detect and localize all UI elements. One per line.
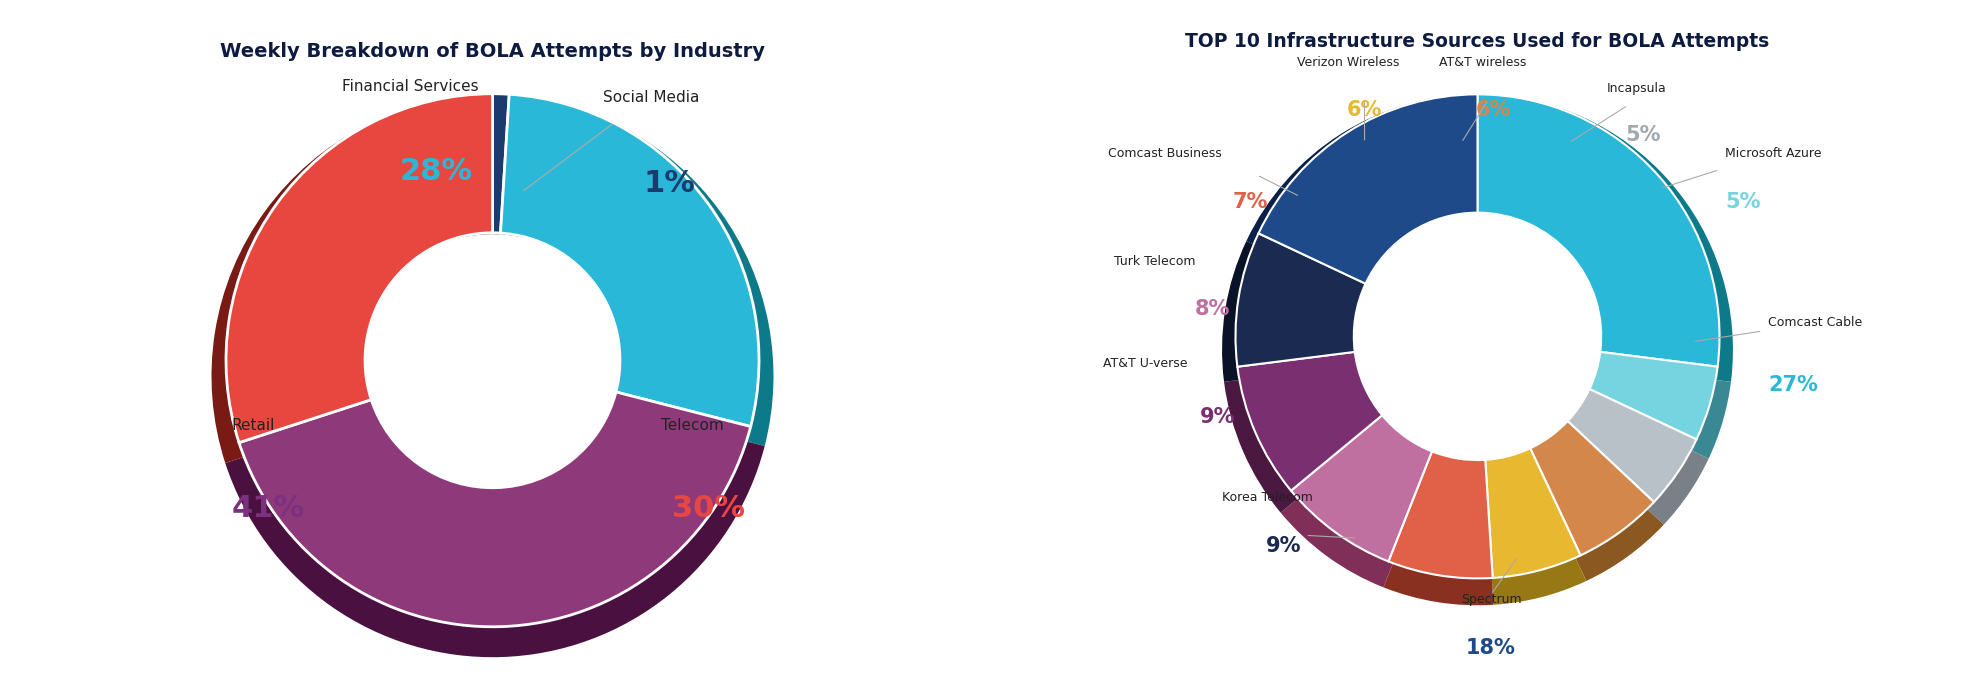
Text: 18%: 18% [1466,638,1515,658]
Wedge shape [227,94,493,443]
Wedge shape [492,95,510,235]
Text: TOP 10 Infrastructure Sources Used for BOLA Attempts: TOP 10 Infrastructure Sources Used for B… [1186,33,1769,52]
Wedge shape [502,96,774,446]
Wedge shape [1223,367,1371,513]
Wedge shape [1568,389,1696,502]
Text: Comcast Business: Comcast Business [1109,147,1221,160]
Text: 7%: 7% [1233,192,1269,212]
Wedge shape [1531,421,1655,555]
Text: 41%: 41% [232,494,305,523]
Text: Social Media: Social Media [603,90,699,105]
Text: Spectrum: Spectrum [1460,593,1521,606]
Text: 8%: 8% [1194,300,1229,319]
Text: 9%: 9% [1267,536,1302,556]
Wedge shape [1237,352,1383,491]
Text: Turk Telecom: Turk Telecom [1113,254,1196,268]
Wedge shape [238,392,751,626]
Wedge shape [492,94,508,233]
Wedge shape [1485,448,1580,578]
Wedge shape [225,412,764,657]
Text: 27%: 27% [1767,375,1818,395]
Wedge shape [500,94,758,426]
Wedge shape [1485,474,1586,605]
Text: 6%: 6% [1347,100,1383,121]
Text: Microsoft Azure: Microsoft Azure [1726,147,1822,160]
Wedge shape [1383,477,1493,605]
Text: Verizon Wireless: Verizon Wireless [1296,56,1399,68]
Wedge shape [1259,94,1478,283]
Text: 5%: 5% [1726,192,1761,212]
Text: Korea Telecom: Korea Telecom [1221,492,1314,504]
Wedge shape [1537,443,1665,581]
Text: 9%: 9% [1200,407,1235,427]
Text: Comcast Cable: Comcast Cable [1767,317,1862,330]
Text: Retail: Retail [232,418,276,433]
Wedge shape [1578,408,1708,525]
Text: 28%: 28% [400,157,473,186]
Wedge shape [1247,94,1478,292]
Wedge shape [1235,233,1365,367]
Wedge shape [1280,437,1426,587]
Wedge shape [1221,241,1353,382]
Wedge shape [211,95,492,463]
Wedge shape [1478,94,1734,382]
Wedge shape [1602,367,1732,458]
Text: AT&T wireless: AT&T wireless [1440,56,1527,68]
Wedge shape [1389,452,1493,578]
Text: 30%: 30% [672,494,745,523]
Text: 1%: 1% [642,169,695,198]
Wedge shape [1478,94,1720,367]
Text: 6%: 6% [1476,100,1511,121]
Wedge shape [1290,415,1432,561]
Text: AT&T U-verse: AT&T U-verse [1103,357,1188,370]
Text: Financial Services: Financial Services [343,79,479,94]
Text: Telecom: Telecom [660,418,723,433]
Text: Incapsula: Incapsula [1608,83,1667,96]
Text: 5%: 5% [1625,125,1661,144]
Wedge shape [1590,352,1718,439]
Text: Weekly Breakdown of BOLA Attempts by Industry: Weekly Breakdown of BOLA Attempts by Ind… [221,41,764,60]
